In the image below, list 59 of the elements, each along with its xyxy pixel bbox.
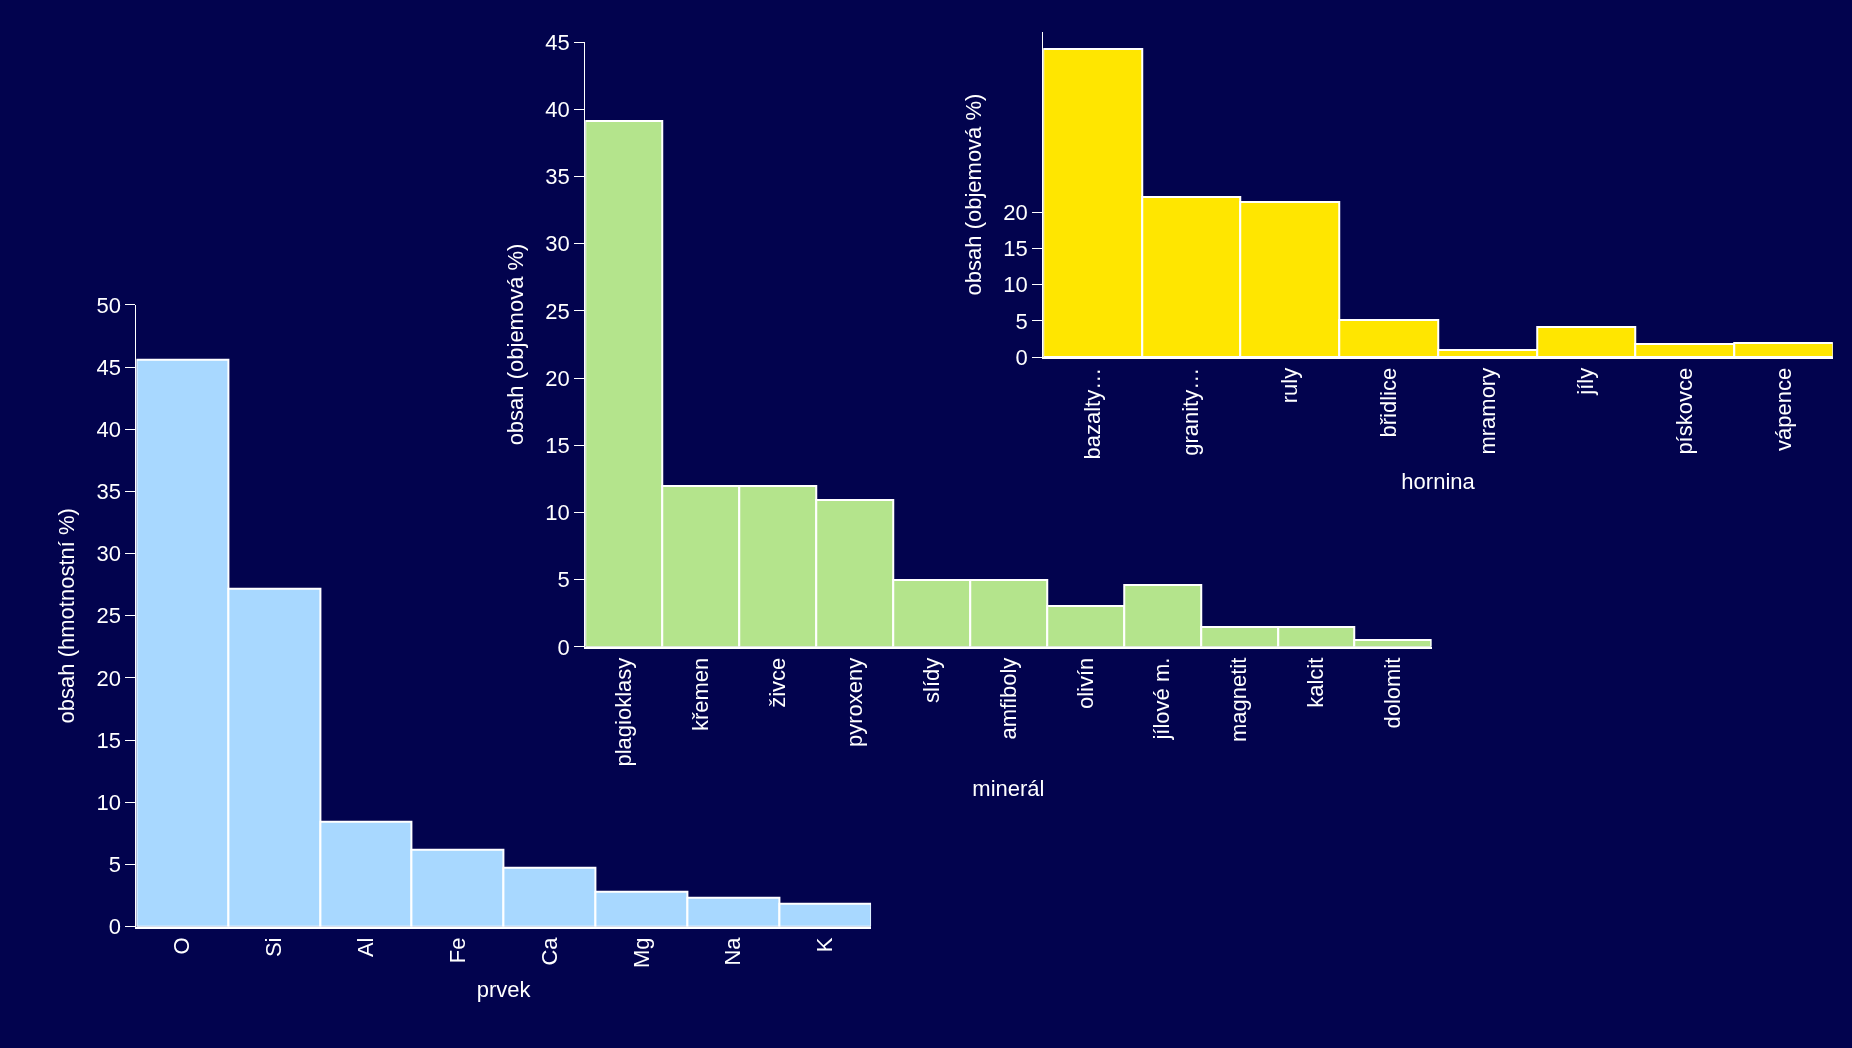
y-tick-label: 50 [96,292,122,318]
x-axis-title: prvek [476,977,532,1003]
x-tick-label: pyroxeny [841,657,867,747]
x-tick-label: granity… [1178,367,1204,456]
y-axis-title: obsah (objemová %) [961,93,987,296]
y-tick-label: 5 [108,852,122,878]
x-axis-title: minerál [972,775,1045,801]
y-tick-label: 25 [96,603,122,629]
x-tick-label: kalcit [1303,657,1329,708]
x-tick-label: jíly [1573,367,1599,396]
y-tick-label: 10 [1003,272,1028,298]
x-tick-label: živce [764,657,790,708]
y-axis-title: obsah (hmotnostní %) [54,508,80,724]
x-tick-label: Al [353,937,379,958]
y-tick-label: 0 [1015,344,1028,370]
x-tick-label: slídy [918,657,944,703]
x-tick-label: Si [261,937,287,958]
x-tick-label: mramory [1474,367,1500,455]
y-tick-label: 0 [108,914,122,940]
x-tick-label: Ca [536,936,562,966]
x-tick-label: magnetit [1226,657,1252,743]
x-tick-label: jílové m. [1149,657,1175,741]
y-tick-label: 35 [96,479,122,505]
x-tick-label: ruly [1277,367,1303,404]
y-tick-label: 10 [96,790,122,816]
y-tick-label: 40 [545,96,570,122]
y-tick-label: 20 [1003,200,1028,226]
x-tick-label: vápence [1770,367,1796,451]
x-tick-label: břidlice [1375,367,1401,438]
y-tick-label: 20 [545,365,570,391]
x-tick-label: plagioklasy [610,657,636,767]
y-tick-label: 0 [557,634,570,660]
y-tick-label: 10 [545,500,570,526]
x-tick-label: pískovce [1671,367,1697,455]
y-tick-label: 15 [545,432,570,458]
x-tick-label: olivín [1072,657,1098,710]
y-tick-label: 30 [545,231,570,257]
y-tick-label: 5 [557,567,570,593]
y-tick-label: 45 [545,29,570,55]
y-tick-label: 35 [545,164,570,190]
y-tick-label: 5 [1015,308,1028,334]
x-tick-label: Fe [444,937,470,964]
y-tick-label: 25 [545,298,570,324]
y-tick-label: 45 [96,354,122,380]
x-tick-label: bazalty… [1079,367,1105,460]
x-tick-label: Mg [628,937,654,969]
y-axis-title: obsah (objemová %) [503,243,529,446]
x-tick-label: dolomit [1380,657,1406,729]
y-tick-label: 30 [96,541,122,567]
y-tick-label: 40 [96,416,122,442]
y-tick-label: 15 [1003,236,1028,262]
x-tick-label: amfiboly [995,657,1021,740]
y-tick-label: 20 [96,665,122,691]
x-tick-label: O [169,937,195,955]
x-tick-label: křemen [687,657,713,732]
x-tick-label: Na [720,936,746,966]
x-tick-label: K [812,937,838,953]
y-tick-label: 15 [96,727,122,753]
x-axis-title: hornina [1401,468,1476,494]
